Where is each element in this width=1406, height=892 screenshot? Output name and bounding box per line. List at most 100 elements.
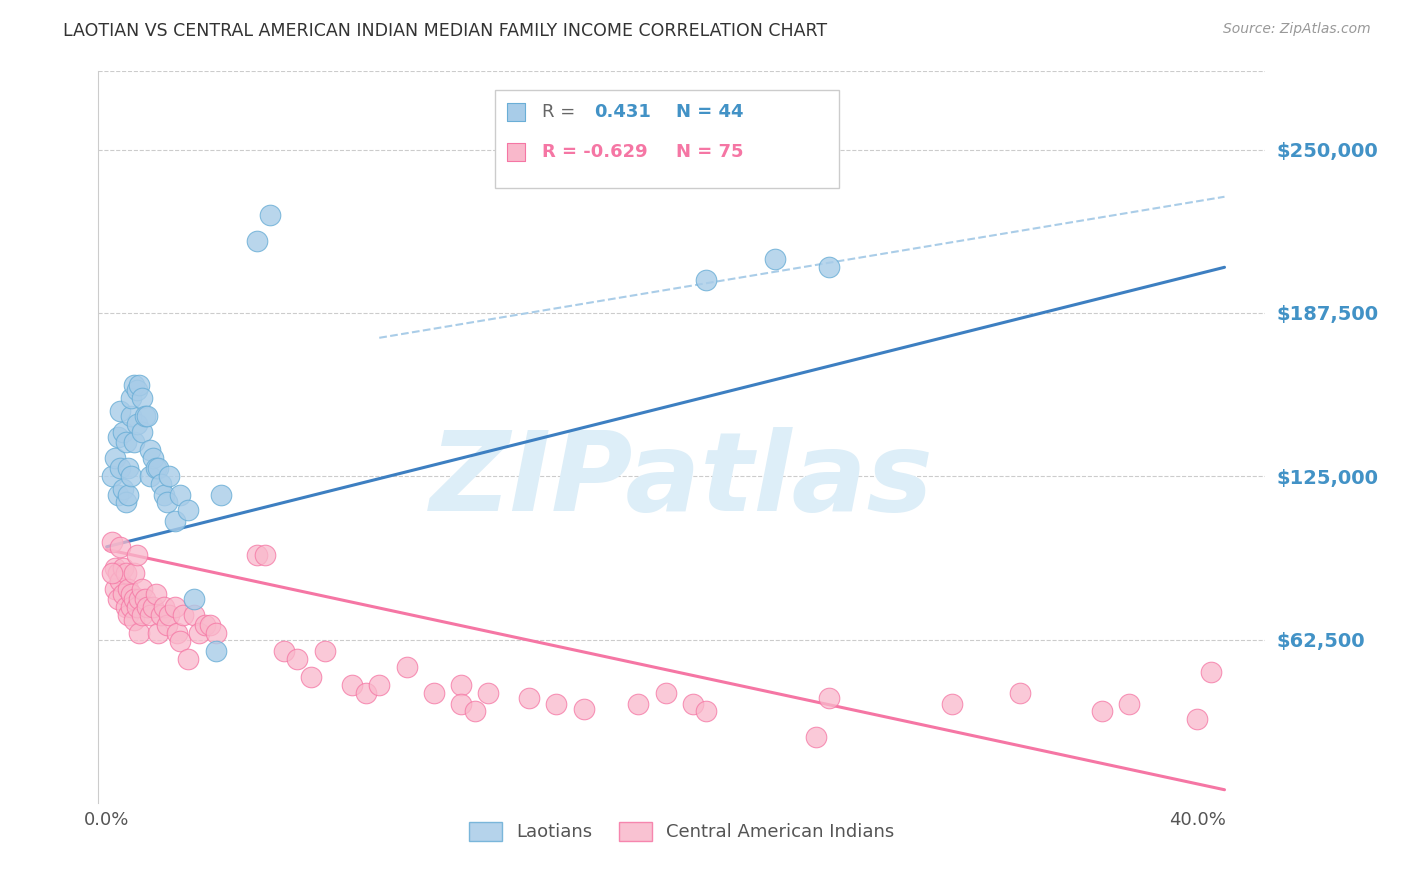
- Point: [166, 626, 188, 640]
- Point: [145, 461, 167, 475]
- Point: [464, 705, 486, 719]
- Point: [818, 260, 841, 275]
- Point: [139, 443, 162, 458]
- Point: [150, 477, 173, 491]
- Text: N = 44: N = 44: [676, 103, 744, 120]
- Point: [155, 618, 177, 632]
- Point: [155, 495, 177, 509]
- Point: [183, 592, 205, 607]
- Point: [110, 574, 132, 588]
- Point: [122, 566, 145, 580]
- Text: 0.431: 0.431: [595, 103, 651, 120]
- Point: [110, 540, 132, 554]
- Point: [941, 697, 963, 711]
- Point: [153, 487, 176, 501]
- Point: [804, 731, 827, 745]
- Point: [136, 409, 159, 424]
- Point: [169, 487, 191, 501]
- Point: [120, 469, 142, 483]
- Point: [423, 686, 446, 700]
- Point: [148, 626, 170, 640]
- Point: [122, 592, 145, 607]
- Point: [142, 599, 165, 614]
- Point: [128, 626, 150, 640]
- Text: ZIPatlas: ZIPatlas: [430, 427, 934, 534]
- Point: [1091, 705, 1114, 719]
- Point: [117, 607, 139, 622]
- Point: [107, 487, 129, 501]
- Point: [125, 383, 148, 397]
- Point: [1071, 796, 1094, 810]
- Point: [163, 599, 186, 614]
- Legend: Laotians, Central American Indians: Laotians, Central American Indians: [463, 814, 901, 848]
- Text: R = -0.629: R = -0.629: [541, 143, 648, 161]
- Point: [183, 607, 205, 622]
- Point: [104, 560, 127, 574]
- Point: [682, 697, 704, 711]
- Point: [104, 582, 127, 596]
- Point: [111, 587, 134, 601]
- Point: [200, 618, 222, 632]
- Point: [157, 607, 180, 622]
- Point: [245, 548, 267, 562]
- Point: [120, 587, 142, 601]
- Point: [1071, 796, 1094, 810]
- Point: [177, 503, 200, 517]
- Point: [204, 626, 226, 640]
- Point: [450, 678, 472, 692]
- Point: [145, 587, 167, 601]
- Point: [120, 599, 142, 614]
- Point: [101, 469, 124, 483]
- Point: [128, 377, 150, 392]
- Point: [107, 566, 129, 580]
- Text: N = 75: N = 75: [676, 143, 744, 161]
- Point: [517, 691, 540, 706]
- Point: [131, 391, 153, 405]
- Point: [1008, 686, 1031, 700]
- Text: LAOTIAN VS CENTRAL AMERICAN INDIAN MEDIAN FAMILY INCOME CORRELATION CHART: LAOTIAN VS CENTRAL AMERICAN INDIAN MEDIA…: [63, 22, 827, 40]
- Point: [546, 697, 568, 711]
- Point: [107, 592, 129, 607]
- Point: [259, 208, 281, 222]
- Point: [122, 377, 145, 392]
- Point: [572, 702, 595, 716]
- Point: [139, 607, 162, 622]
- Text: Source: ZipAtlas.com: Source: ZipAtlas.com: [1223, 22, 1371, 37]
- Point: [153, 599, 176, 614]
- Point: [110, 461, 132, 475]
- Point: [120, 391, 142, 405]
- Point: [188, 626, 211, 640]
- Point: [1118, 697, 1140, 711]
- Point: [125, 599, 148, 614]
- Point: [354, 686, 377, 700]
- Point: [818, 691, 841, 706]
- Point: [654, 686, 676, 700]
- Point: [763, 252, 786, 267]
- Point: [150, 607, 173, 622]
- Point: [395, 660, 418, 674]
- Point: [111, 483, 134, 497]
- Point: [131, 582, 153, 596]
- Point: [131, 607, 153, 622]
- Text: R =: R =: [541, 103, 581, 120]
- Point: [136, 599, 159, 614]
- FancyBboxPatch shape: [495, 90, 839, 188]
- Point: [157, 469, 180, 483]
- Point: [314, 644, 336, 658]
- Point: [299, 670, 322, 684]
- Point: [204, 644, 226, 658]
- Point: [194, 618, 217, 632]
- Point: [114, 599, 136, 614]
- Point: [368, 678, 391, 692]
- Point: [125, 548, 148, 562]
- Point: [122, 613, 145, 627]
- Point: [125, 417, 148, 431]
- Point: [477, 686, 499, 700]
- Point: [117, 487, 139, 501]
- Point: [163, 514, 186, 528]
- Point: [209, 487, 232, 501]
- Point: [627, 697, 650, 711]
- Point: [273, 644, 295, 658]
- Point: [117, 582, 139, 596]
- Point: [107, 430, 129, 444]
